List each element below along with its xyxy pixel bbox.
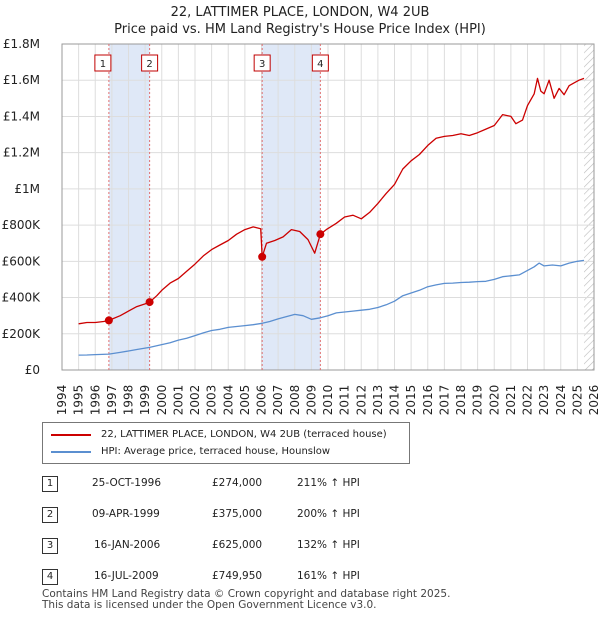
x-tick-label: 2017 xyxy=(437,385,451,416)
sale-number-badge: 2 xyxy=(42,507,58,523)
legend-label-hpi: HPI: Average price, terraced house, Houn… xyxy=(101,446,331,457)
chart-title-line1: 22, LATTIMER PLACE, LONDON, W4 2UB xyxy=(170,5,430,20)
chart-title: 22, LATTIMER PLACE, LONDON, W4 2UB Price… xyxy=(0,4,600,38)
sale-number-badge: 3 xyxy=(42,538,58,554)
x-tick-label: 1997 xyxy=(105,385,119,416)
x-tick-label: 2011 xyxy=(338,385,352,416)
x-tick-label: 2013 xyxy=(371,385,385,416)
sale-date: 16-JUL-2009 xyxy=(94,570,159,582)
x-tick-label: 1996 xyxy=(88,385,102,416)
x-tick-label: 2004 xyxy=(221,385,235,416)
x-tick-label: 2000 xyxy=(155,385,169,416)
x-tick-label: 2005 xyxy=(238,385,252,416)
sale-label-text: 1 xyxy=(100,59,106,70)
x-tick-label: 2026 xyxy=(587,385,600,416)
y-tick-label: £200K xyxy=(2,327,42,341)
x-tick-label: 2023 xyxy=(537,385,551,416)
x-tick-label: 2014 xyxy=(388,385,402,416)
x-tick-label: 2021 xyxy=(504,385,518,416)
y-tick-label: £1M xyxy=(14,182,40,196)
sale-label-text: 2 xyxy=(146,59,152,70)
sale-label-text: 4 xyxy=(317,59,323,70)
sale-price: £375,000 xyxy=(212,508,263,520)
x-tick-label: 1998 xyxy=(122,385,136,416)
x-tick-label: 2022 xyxy=(521,385,535,416)
x-tick-label: 2002 xyxy=(188,385,202,416)
sale-row: 1 25-OCT-1996 £274,000 211% ↑ HPI xyxy=(42,476,462,492)
y-tick-label: £800K xyxy=(2,218,42,232)
property-price-line xyxy=(78,77,585,325)
sale-date: 09-APR-1999 xyxy=(92,508,160,520)
sale-point xyxy=(145,298,154,307)
sale-row: 4 16-JUL-2009 £749,950 161% ↑ HPI xyxy=(42,569,462,585)
sale-date: 25-OCT-1996 xyxy=(92,477,161,489)
hatched-future-region xyxy=(584,44,594,370)
x-tick-label: 2019 xyxy=(471,385,485,416)
x-tick-label: 2024 xyxy=(554,385,568,416)
x-tick-label: 2012 xyxy=(354,385,368,416)
legend-swatch-property xyxy=(51,434,91,436)
chart-legend: 22, LATTIMER PLACE, LONDON, W4 2UB (terr… xyxy=(42,422,410,464)
sale-label-box xyxy=(94,54,112,72)
sale-row: 2 09-APR-1999 £375,000 200% ↑ HPI xyxy=(42,507,462,523)
chart-title-line2: Price paid vs. HM Land Registry's House … xyxy=(114,22,486,37)
sale-hpi-change: 211% ↑ HPI xyxy=(297,477,360,489)
plot-frame xyxy=(61,43,595,371)
price-chart: 1 2 3 4 £0 £200K £400K £600K £800K £1M £1.2M £1.4M £… xyxy=(2,37,600,416)
x-tick-label: 2006 xyxy=(255,385,269,416)
sale-date: 16-JAN-2006 xyxy=(94,539,161,551)
y-tick-label: £1.4M xyxy=(3,109,40,123)
x-tick-label: 2020 xyxy=(487,385,501,416)
sale-point xyxy=(258,252,267,261)
x-tick-label: 1994 xyxy=(55,385,69,416)
x-tick-label: 2001 xyxy=(171,385,185,416)
sale-point xyxy=(104,316,113,325)
x-tick-label: 1995 xyxy=(72,385,86,416)
legend-label-property: 22, LATTIMER PLACE, LONDON, W4 2UB (terr… xyxy=(101,429,387,440)
x-tick-label: 2018 xyxy=(454,385,468,416)
x-tick-label: 1999 xyxy=(138,385,152,416)
x-tick-label: 2007 xyxy=(271,385,285,416)
sale-price: £274,000 xyxy=(212,477,263,489)
y-tick-label: £1.8M xyxy=(3,37,40,51)
y-tick-label: £0 xyxy=(25,363,40,377)
x-tick-label: 2010 xyxy=(321,385,335,416)
y-tick-label: £400K xyxy=(2,291,42,305)
x-tick-label: 2015 xyxy=(404,385,418,416)
x-tick-label: 2008 xyxy=(288,385,302,416)
y-tick-label: £600K xyxy=(2,254,42,268)
x-tick-label: 2016 xyxy=(421,385,435,416)
sale-price: £749,950 xyxy=(212,570,263,582)
legend-swatch-hpi xyxy=(51,451,91,453)
y-tick-label: £1.2M xyxy=(3,146,40,160)
sale-label-box xyxy=(311,54,329,72)
footer-line1: Contains HM Land Registry data © Crown c… xyxy=(42,588,451,600)
x-tick-label: 2009 xyxy=(304,385,318,416)
sale-point xyxy=(316,230,325,239)
sale-number-badge: 4 xyxy=(42,569,58,585)
y-tick-label: £1.6M xyxy=(3,73,40,87)
sale-row: 3 16-JAN-2006 £625,000 132% ↑ HPI xyxy=(42,538,462,554)
sale-hpi-change: 132% ↑ HPI xyxy=(297,539,360,551)
sale-label-box xyxy=(253,54,271,72)
sale-hpi-change: 200% ↑ HPI xyxy=(297,508,360,520)
shaded-period xyxy=(108,44,150,370)
x-tick-label: 2025 xyxy=(570,385,584,416)
sale-label-box xyxy=(141,54,159,72)
footer-attribution: Contains HM Land Registry data © Crown c… xyxy=(42,589,450,611)
sale-price: £625,000 xyxy=(212,539,263,551)
hpi-line xyxy=(78,259,585,356)
sale-hpi-change: 161% ↑ HPI xyxy=(297,570,360,582)
x-tick-label: 2003 xyxy=(205,385,219,416)
sale-label-text: 3 xyxy=(259,59,265,70)
footer-line2: This data is licensed under the Open Gov… xyxy=(42,599,377,611)
sale-number-badge: 1 xyxy=(42,476,58,492)
